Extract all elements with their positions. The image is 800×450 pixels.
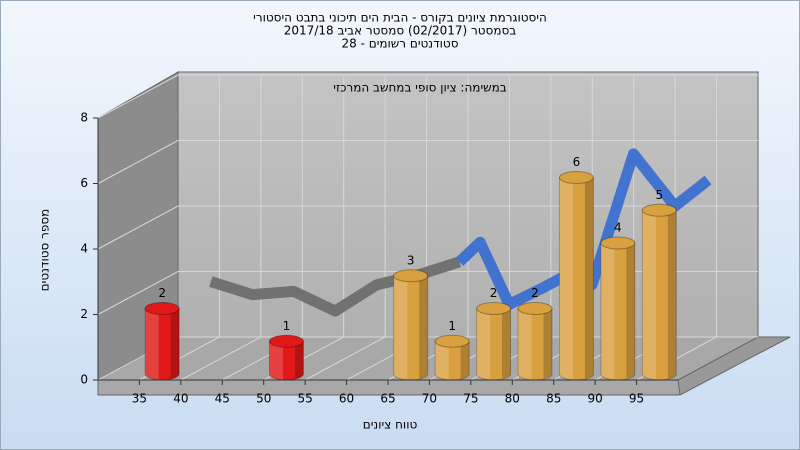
bar-shade bbox=[170, 308, 180, 379]
bar-shade bbox=[600, 243, 615, 380]
data-label: 2 bbox=[158, 286, 166, 300]
x-tick-label: 50 bbox=[256, 392, 271, 406]
bar-shade bbox=[518, 308, 532, 380]
bar-top bbox=[476, 302, 512, 315]
bar-top bbox=[517, 302, 553, 315]
data-label: 1 bbox=[448, 319, 456, 333]
y-tick-label: 0 bbox=[80, 373, 88, 387]
x-axis-label: טווח ציונים bbox=[363, 418, 418, 432]
bar-shade bbox=[626, 243, 635, 379]
bar-top bbox=[434, 334, 470, 348]
bar-shade bbox=[584, 177, 594, 379]
bar-shade bbox=[559, 177, 574, 380]
x-tick-label: 60 bbox=[339, 392, 354, 406]
bar-shade bbox=[667, 210, 677, 379]
x-tick-label: 85 bbox=[546, 392, 561, 406]
y-tick-label: 2 bbox=[80, 307, 88, 321]
bar-shade bbox=[642, 210, 656, 380]
bar-top bbox=[558, 171, 594, 184]
grid-line bbox=[304, 75, 386, 381]
data-label: 6 bbox=[573, 155, 581, 169]
grid-line bbox=[222, 75, 303, 381]
grid-line bbox=[97, 140, 758, 184]
x-tick-label: 45 bbox=[215, 392, 230, 406]
grid-line bbox=[180, 75, 262, 381]
bar-shade bbox=[435, 341, 449, 380]
subtitle: במשימה: ציון סופי במחשב המרכזי bbox=[333, 81, 507, 95]
y-tick-label: 6 bbox=[80, 176, 88, 190]
title-line: היסטוגרמת ציונים בקורס - הבית הים תיכוני… bbox=[253, 11, 547, 25]
bar-top bbox=[144, 302, 180, 315]
grid-line bbox=[97, 74, 758, 119]
data-label: 2 bbox=[490, 286, 498, 300]
bar-shade bbox=[476, 308, 491, 380]
x-tick-label: 70 bbox=[422, 392, 437, 406]
x-tick-label: 55 bbox=[298, 392, 313, 406]
bar-shade bbox=[145, 308, 159, 380]
x-tick-label: 90 bbox=[588, 392, 603, 406]
title-line: בסמסטר (02/2017) סמסטר אביב 2017/18 bbox=[284, 24, 516, 38]
data-label: 3 bbox=[407, 253, 415, 267]
bar-top bbox=[268, 334, 304, 348]
x-tick-label: 80 bbox=[505, 392, 520, 406]
bar-top bbox=[393, 269, 429, 283]
bar-shade bbox=[502, 308, 511, 379]
bar-shade bbox=[419, 275, 428, 379]
bar-shade bbox=[543, 308, 552, 379]
bar-top bbox=[641, 203, 677, 217]
bar-shade bbox=[460, 341, 470, 379]
floor-edge bbox=[677, 336, 791, 396]
bar-shade bbox=[393, 275, 408, 380]
bar-shade bbox=[294, 341, 304, 379]
y-tick-label: 4 bbox=[80, 242, 88, 256]
x-tick-label: 35 bbox=[132, 392, 147, 406]
data-label: 1 bbox=[283, 319, 291, 333]
title-line: סטודנטים רשומים - 28 bbox=[341, 37, 458, 51]
y-tick-label: 8 bbox=[80, 111, 88, 125]
data-label: 2 bbox=[531, 286, 539, 300]
x-tick-label: 95 bbox=[629, 392, 644, 406]
data-label: 5 bbox=[655, 188, 663, 202]
y-axis-label: מספר סטודנטים bbox=[38, 209, 52, 292]
bar-shade bbox=[269, 341, 284, 380]
x-tick-label: 65 bbox=[380, 392, 395, 406]
bar-top bbox=[600, 236, 636, 250]
x-tick-label: 40 bbox=[173, 392, 188, 406]
data-label: 4 bbox=[614, 221, 622, 235]
x-tick-label: 75 bbox=[463, 392, 478, 406]
